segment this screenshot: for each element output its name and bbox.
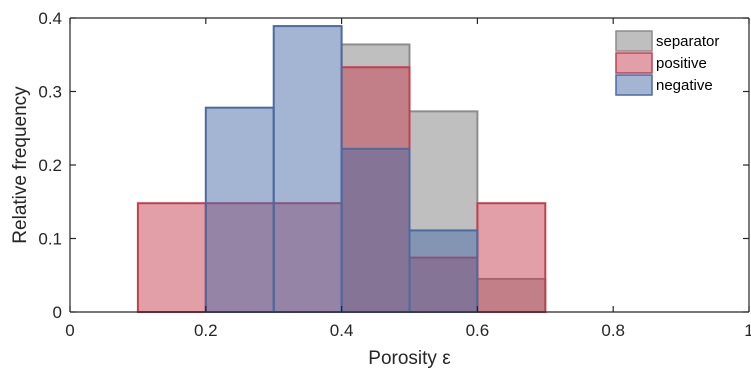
y-tick-label: 0.4 — [38, 9, 62, 28]
bar-negative-bin-4 — [408, 229, 479, 313]
y-axis-title: Relative frequency — [10, 86, 31, 244]
y-tick-label: 0.3 — [38, 83, 62, 102]
y-tick-label: 0.1 — [38, 230, 62, 249]
x-tick-label: 0.8 — [601, 321, 625, 340]
y-tick-label: 0.2 — [38, 156, 62, 175]
legend-label-positive: positive — [656, 55, 707, 72]
legend-swatch-positive — [615, 52, 653, 74]
x-axis-title: Porosity ε — [368, 348, 451, 369]
ticks-layer: 0 0.2 0.4 0.6 0.8 1 0 0.1 0.2 0.3 0.4 — [38, 9, 751, 340]
legend-label-separator: separator — [656, 33, 719, 50]
axes-layer — [69, 17, 750, 313]
bar-negative-bin-1 — [204, 106, 275, 313]
bar-negative-bin-3 — [340, 147, 411, 313]
x-tick-label: 0.6 — [466, 321, 490, 340]
bar-positive-bin-0 — [136, 202, 207, 313]
x-tick-label: 1 — [744, 321, 751, 340]
bars-layer — [136, 25, 547, 314]
x-tick-label: 0.4 — [330, 321, 354, 340]
y-tick-label: 0 — [53, 303, 62, 322]
bar-positive-bin-5 — [476, 202, 547, 313]
legend-label-negative: negative — [656, 77, 713, 94]
legend: separator positive negative — [615, 30, 719, 96]
legend-swatch-separator — [615, 30, 653, 52]
x-tick-label: 0 — [65, 321, 74, 340]
x-tick-label: 0.2 — [194, 321, 218, 340]
bar-negative-bin-2 — [272, 25, 343, 314]
legend-swatch-negative — [615, 74, 653, 96]
